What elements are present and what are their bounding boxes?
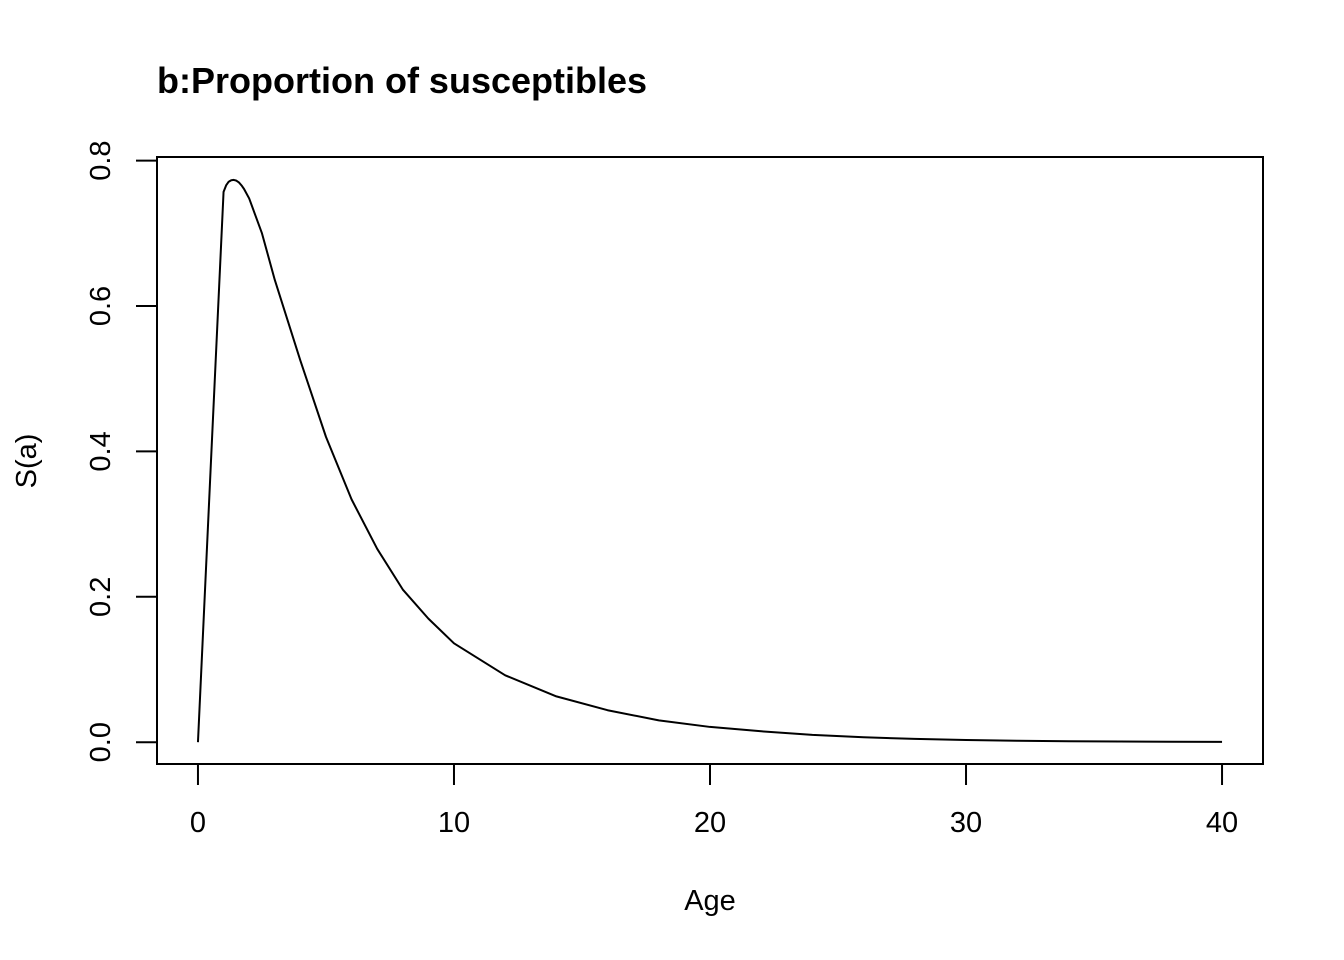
- x-tick-label: 20: [694, 807, 726, 839]
- x-axis-label: Age: [684, 885, 736, 917]
- y-tick-label: 0.4: [85, 431, 117, 471]
- x-tick-label: 0: [190, 807, 206, 839]
- chart-title: b:Proportion of susceptibles: [157, 60, 647, 101]
- y-tick-label: 0.6: [85, 286, 117, 326]
- y-axis-label: S(a): [11, 434, 43, 489]
- x-tick-label: 40: [1206, 807, 1238, 839]
- y-axis: 0.0 0.2 0.4 0.6 0.8: [85, 140, 158, 762]
- plot-frame: [156, 156, 1264, 765]
- y-tick-label: 0.0: [85, 722, 117, 762]
- series-line: [196, 178, 1223, 743]
- x-axis: 0 10 20 30 40: [190, 763, 1238, 839]
- x-tick-label: 30: [950, 807, 982, 839]
- x-tick-label: 10: [438, 807, 470, 839]
- y-tick-label: 0.2: [85, 577, 117, 617]
- y-tick-label: 0.8: [85, 140, 117, 180]
